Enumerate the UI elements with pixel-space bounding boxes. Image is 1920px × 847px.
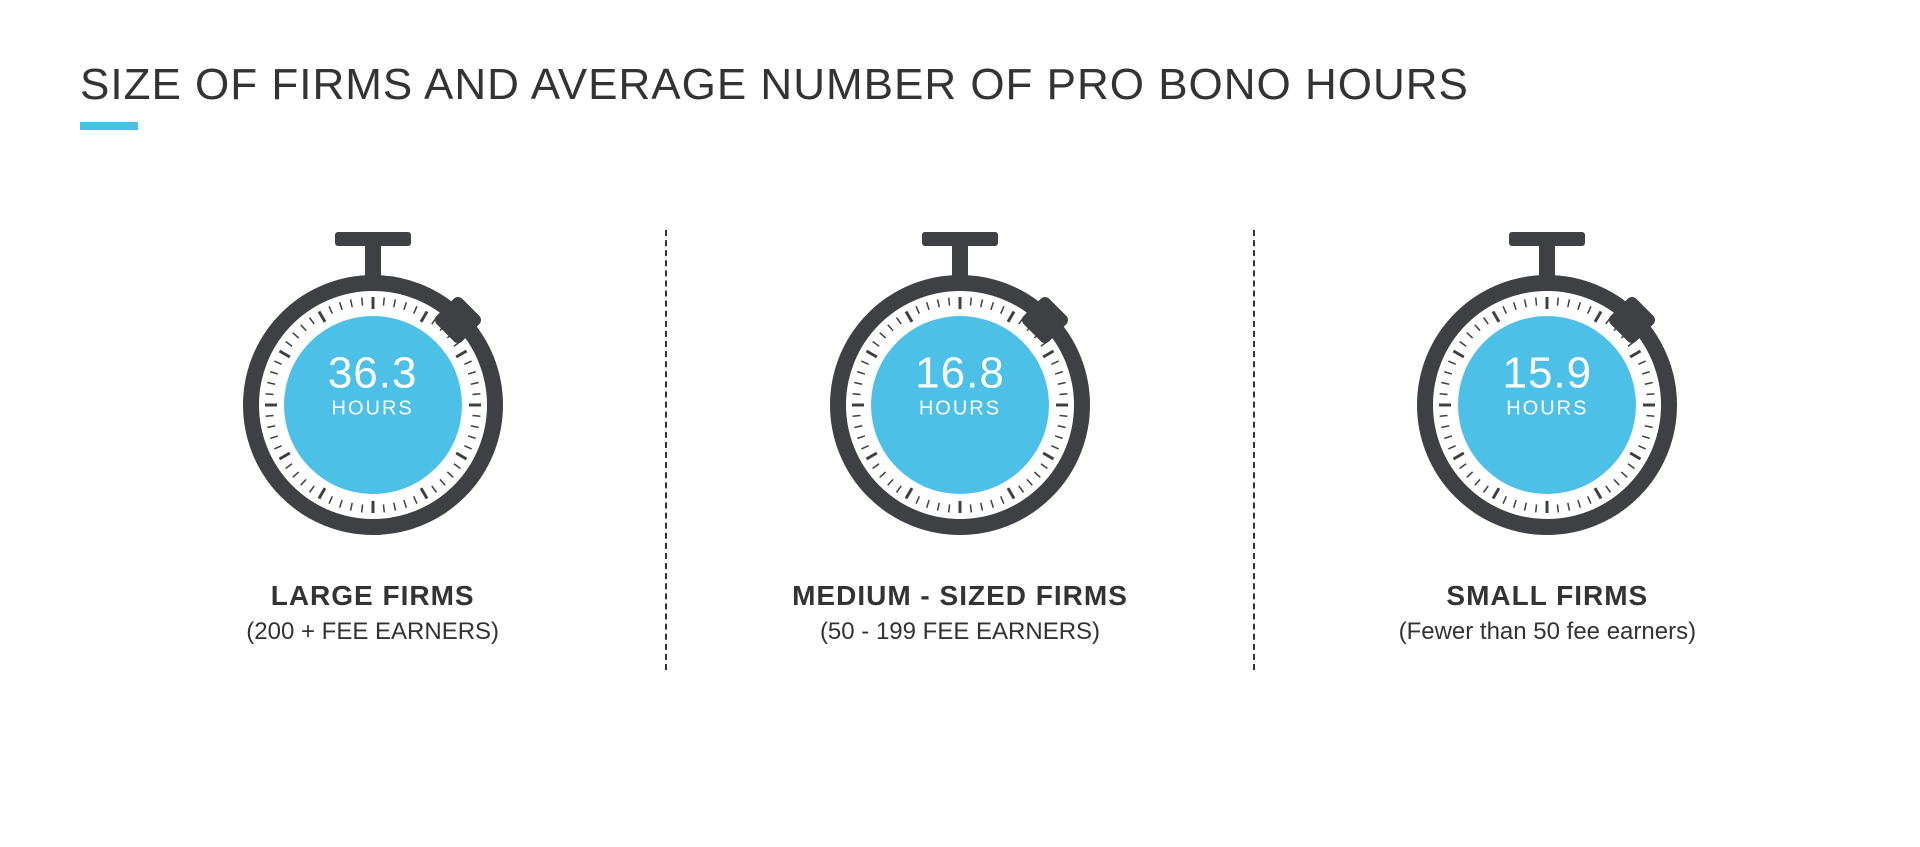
col-small-firms: 15.9 HOURS SMALL FIRMS (Fewer than 50 fe… bbox=[1255, 220, 1840, 670]
page-title: SIZE OF FIRMS AND AVERAGE NUMBER OF PRO … bbox=[80, 60, 1840, 110]
firm-sublabel: (200 + FEE EARNERS) bbox=[246, 618, 499, 646]
firm-label: LARGE FIRMS bbox=[271, 580, 475, 612]
value-number: 36.3 bbox=[328, 352, 418, 396]
columns-row: 36.3 HOURS LARGE FIRMS (200 + FEE EARNER… bbox=[80, 220, 1840, 670]
value-number: 16.8 bbox=[915, 352, 1005, 396]
value-overlay: 15.9 HOURS bbox=[1502, 352, 1592, 421]
value-unit: HOURS bbox=[328, 398, 418, 421]
value-overlay: 36.3 HOURS bbox=[328, 352, 418, 421]
stopwatch-medium: 16.8 HOURS bbox=[820, 220, 1100, 540]
firm-label: MEDIUM - SIZED FIRMS bbox=[792, 580, 1128, 612]
firm-label: SMALL FIRMS bbox=[1446, 580, 1648, 612]
firm-sublabel: (Fewer than 50 fee earners) bbox=[1399, 618, 1696, 646]
value-number: 15.9 bbox=[1502, 352, 1592, 396]
value-unit: HOURS bbox=[915, 398, 1005, 421]
col-medium-firms: 16.8 HOURS MEDIUM - SIZED FIRMS (50 - 19… bbox=[667, 220, 1252, 670]
firm-sublabel: (50 - 199 FEE EARNERS) bbox=[820, 618, 1100, 646]
stopwatch-large: 36.3 HOURS bbox=[233, 220, 513, 540]
title-underline bbox=[80, 122, 138, 130]
stopwatch-small: 15.9 HOURS bbox=[1407, 220, 1687, 540]
value-unit: HOURS bbox=[1502, 398, 1592, 421]
col-large-firms: 36.3 HOURS LARGE FIRMS (200 + FEE EARNER… bbox=[80, 220, 665, 670]
title-block: SIZE OF FIRMS AND AVERAGE NUMBER OF PRO … bbox=[80, 60, 1840, 130]
value-overlay: 16.8 HOURS bbox=[915, 352, 1005, 421]
